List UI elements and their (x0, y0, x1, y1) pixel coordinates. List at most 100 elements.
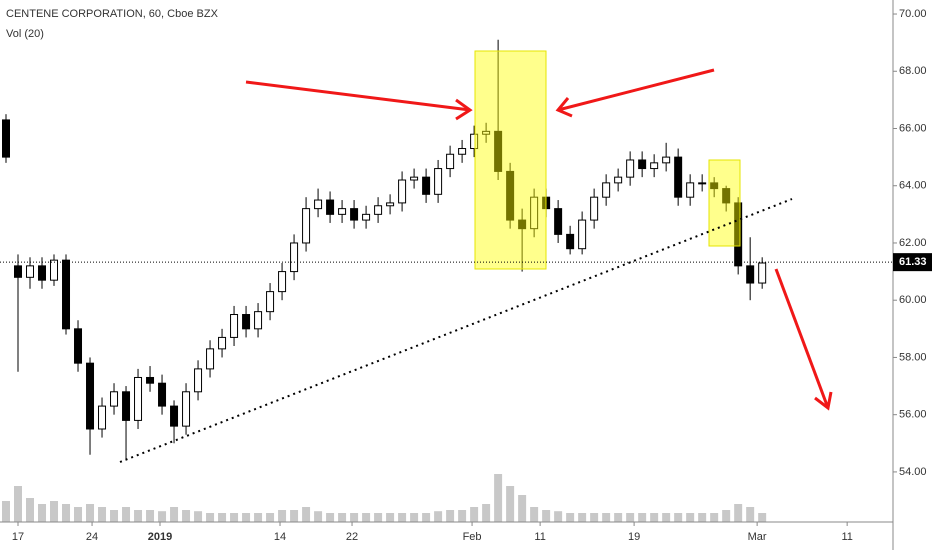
volume-bar (446, 510, 455, 522)
volume-bar (410, 513, 419, 522)
volume-bar (50, 501, 59, 522)
candle-body (290, 242, 299, 273)
candle-body (662, 156, 671, 164)
volume-bar (74, 507, 83, 522)
volume-bar (254, 513, 263, 522)
candle-body (122, 391, 131, 421)
volume-bar (266, 513, 275, 522)
volume-bar (614, 513, 623, 522)
volume-bar (62, 504, 71, 522)
volume-bar (350, 513, 359, 522)
candle-body (638, 159, 647, 170)
volume-bar (14, 486, 23, 522)
candle-body (398, 179, 407, 204)
candle-body (38, 265, 47, 281)
candle-body (482, 130, 491, 135)
candle-body (674, 156, 683, 198)
volume-bar (530, 507, 539, 522)
last-price-label: 61.33 (899, 256, 927, 268)
volume-bar (590, 513, 599, 522)
candle-body (458, 148, 467, 155)
volume-bar (674, 513, 683, 522)
candle-body (326, 199, 335, 215)
candle-body (50, 259, 59, 281)
candle-body (506, 170, 515, 221)
candle-body (566, 233, 575, 250)
volume-bar (710, 513, 719, 522)
candle-body (518, 219, 527, 230)
arrow (245, 80, 471, 112)
volume-bar (482, 504, 491, 522)
volume-bar (134, 510, 143, 522)
x-tick-label: Feb (463, 531, 482, 543)
candle-body (86, 362, 95, 430)
candle-body (710, 182, 719, 190)
highlight-box (708, 159, 741, 247)
volume-bar (662, 513, 671, 522)
candle-body (74, 328, 83, 364)
candle-body (314, 199, 323, 210)
candle-body (494, 130, 503, 172)
candle-body (146, 376, 155, 384)
volume-bar (182, 510, 191, 522)
y-tick-label: 60.00 (899, 294, 927, 306)
x-tick-label: 11 (841, 531, 852, 543)
candle-body (194, 368, 203, 393)
volume-bar (734, 504, 743, 522)
arrow-head (455, 98, 473, 121)
y-tick-label: 66.00 (899, 122, 927, 134)
candle-body (554, 208, 563, 235)
volume-bar (290, 510, 299, 522)
volume-bar (110, 510, 119, 522)
candle-body (62, 259, 71, 330)
volume-bar (434, 511, 443, 522)
y-tick-label: 58.00 (899, 351, 927, 363)
volume-bar (122, 507, 131, 522)
candle-body (530, 196, 539, 230)
candles (2, 39, 767, 461)
volume-bar (566, 513, 575, 522)
candle-body (422, 176, 431, 195)
candle-body (266, 291, 275, 313)
candle-body (746, 265, 755, 284)
volume-bar (338, 513, 347, 522)
volume-bar (686, 513, 695, 522)
volume-bar (278, 510, 287, 522)
candle-body (98, 405, 107, 430)
volume-bar (398, 513, 407, 522)
candle-body (602, 182, 611, 198)
candle-body (14, 265, 23, 278)
arrow-head (555, 97, 573, 118)
y-tick-label: 56.00 (899, 409, 927, 421)
candle-body (254, 311, 263, 330)
volume-bar (422, 513, 431, 522)
candle-body (242, 314, 251, 330)
candle-body (206, 348, 215, 370)
candle-body (278, 271, 287, 293)
volume-bar (458, 510, 467, 522)
chart-title: CENTENE CORPORATION, 60, Cboe BZX (6, 8, 219, 20)
arrow (774, 268, 830, 409)
volume-bar (650, 513, 659, 522)
candle-body (434, 168, 443, 195)
candle-body (758, 262, 767, 284)
chart-subtitle: Vol (20) (6, 28, 44, 40)
y-tick-label: 54.00 (899, 466, 927, 478)
candle-body (26, 265, 35, 278)
candle-body (410, 176, 419, 181)
volume-bar (746, 507, 755, 522)
candle-body (446, 153, 455, 170)
volume-bar (158, 511, 167, 522)
candle-body (590, 196, 599, 221)
candle-body (218, 336, 227, 350)
x-tick-label: 22 (346, 531, 358, 543)
candle-body (386, 202, 395, 207)
candle-body (338, 208, 347, 215)
y-tick-label: 62.00 (899, 237, 927, 249)
x-tick-label: 17 (12, 531, 24, 543)
volume-bar (506, 486, 515, 522)
arrow-head (814, 391, 833, 411)
candle-body (170, 405, 179, 427)
